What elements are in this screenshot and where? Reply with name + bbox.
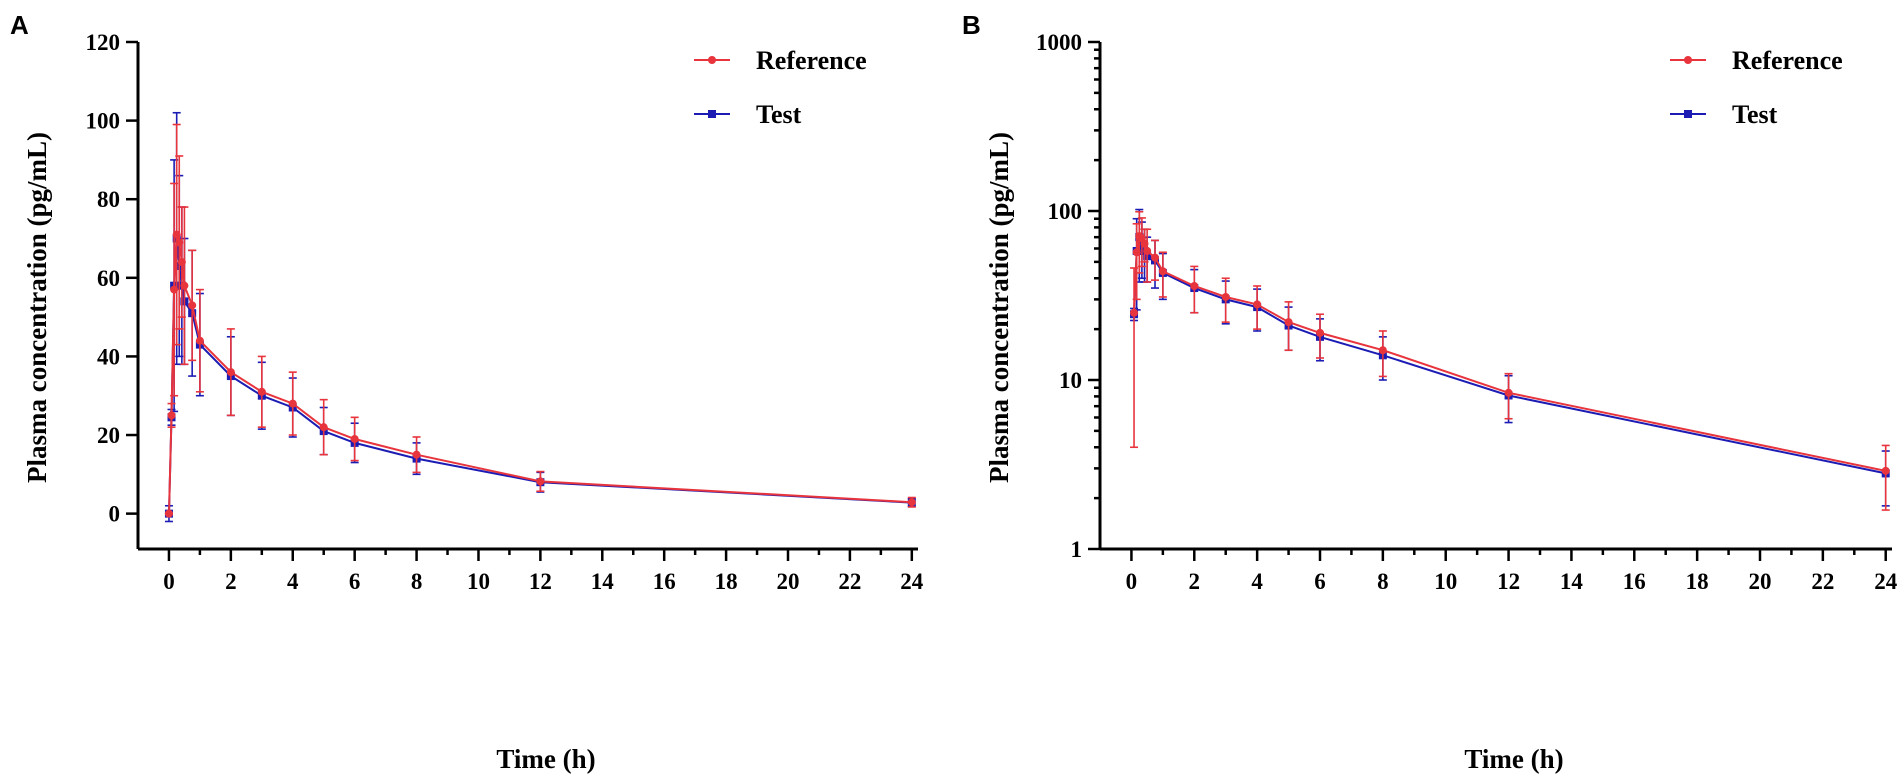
y-tick-label: 100: [86, 109, 121, 134]
data-point: [1151, 253, 1159, 262]
x-tick-label: 12: [529, 569, 552, 594]
data-point: [257, 387, 266, 396]
x-tick-label: 20: [777, 569, 800, 594]
data-point: [170, 285, 179, 294]
data-point: [536, 477, 545, 486]
data-point: [177, 258, 186, 267]
x-tick-label: 20: [1749, 569, 1772, 594]
data-point: [172, 230, 181, 239]
data-point: [1253, 300, 1262, 309]
legend-label: Test: [756, 100, 802, 129]
x-axis-title: Time (h): [1464, 744, 1563, 774]
x-axis-title: Time (h): [496, 744, 595, 774]
series-line: [1133, 234, 1886, 472]
x-tick-label: 14: [1560, 569, 1584, 594]
y-tick-label: 10: [1059, 368, 1082, 393]
x-tick-label: 6: [349, 569, 361, 594]
x-tick-label: 2: [1189, 569, 1201, 594]
x-tick-label: 16: [653, 569, 676, 594]
data-point: [1504, 388, 1513, 397]
y-tick-label: 100: [1048, 199, 1083, 224]
series-line: [1133, 233, 1886, 475]
y-tick-label: 60: [97, 266, 120, 291]
panel-label-a: A: [10, 10, 29, 40]
x-tick-label: 2: [225, 569, 237, 594]
data-point: [1284, 318, 1293, 327]
y-tick-label: 1000: [1036, 30, 1082, 55]
x-tick-label: 12: [1497, 569, 1520, 594]
data-point: [180, 281, 189, 290]
x-tick-label: 0: [1126, 569, 1138, 594]
series-reference: [1130, 210, 1890, 511]
data-point: [412, 450, 421, 459]
data-point: [1130, 308, 1139, 317]
y-axis-title: Plasma concentration (pg/mL): [984, 132, 1014, 483]
series-reference: [164, 123, 916, 518]
x-tick-label: 24: [900, 569, 924, 594]
y-tick-label: 0: [109, 502, 121, 527]
x-tick-label: 18: [1686, 569, 1709, 594]
data-point: [226, 368, 235, 377]
y-tick-label: 80: [97, 187, 120, 212]
x-tick-label: 0: [163, 569, 175, 594]
x-tick-label: 6: [1314, 569, 1326, 594]
data-point: [1378, 346, 1387, 355]
y-tick-label: 120: [86, 30, 121, 55]
data-point: [1881, 466, 1890, 475]
y-tick-label: 40: [97, 344, 120, 369]
legend-marker: [708, 56, 716, 64]
data-point: [1190, 281, 1199, 290]
x-tick-label: 16: [1623, 569, 1646, 594]
x-tick-label: 4: [287, 569, 299, 594]
legend-marker: [1684, 56, 1692, 64]
data-point: [1143, 246, 1152, 255]
y-axis-title: Plasma concentration (pg/mL): [22, 132, 52, 483]
data-point: [188, 301, 197, 310]
x-tick-label: 14: [591, 569, 615, 594]
data-point: [195, 336, 204, 345]
data-point: [175, 238, 184, 247]
data-point: [350, 434, 359, 443]
data-point: [1132, 248, 1141, 257]
y-tick-label: 20: [97, 423, 120, 448]
data-point: [167, 411, 176, 420]
x-tick-label: 10: [1434, 569, 1457, 594]
x-tick-label: 8: [1377, 569, 1389, 594]
data-point: [907, 498, 916, 507]
legend-marker: [1684, 110, 1692, 118]
series-test: [1130, 208, 1890, 507]
series-test: [164, 111, 916, 523]
x-tick-label: 8: [411, 569, 423, 594]
data-point: [288, 399, 297, 408]
y-tick-label: 1: [1071, 537, 1083, 562]
legend-label: Reference: [756, 46, 867, 75]
x-tick-label: 22: [1811, 569, 1834, 594]
legend-marker: [708, 110, 716, 118]
data-point: [1221, 292, 1230, 301]
data-point: [319, 423, 328, 432]
x-tick-label: 10: [467, 569, 490, 594]
x-tick-label: 18: [715, 569, 738, 594]
legend-label: Test: [1732, 100, 1778, 129]
x-tick-label: 24: [1874, 569, 1898, 594]
x-tick-label: 4: [1251, 569, 1263, 594]
data-point: [1316, 328, 1324, 337]
data-point: [1158, 267, 1167, 276]
x-tick-label: 22: [838, 569, 861, 594]
legend-label: Reference: [1732, 46, 1843, 75]
data-point: [164, 509, 173, 518]
panel-label-b: B: [962, 10, 981, 40]
data-point: [1140, 239, 1149, 248]
